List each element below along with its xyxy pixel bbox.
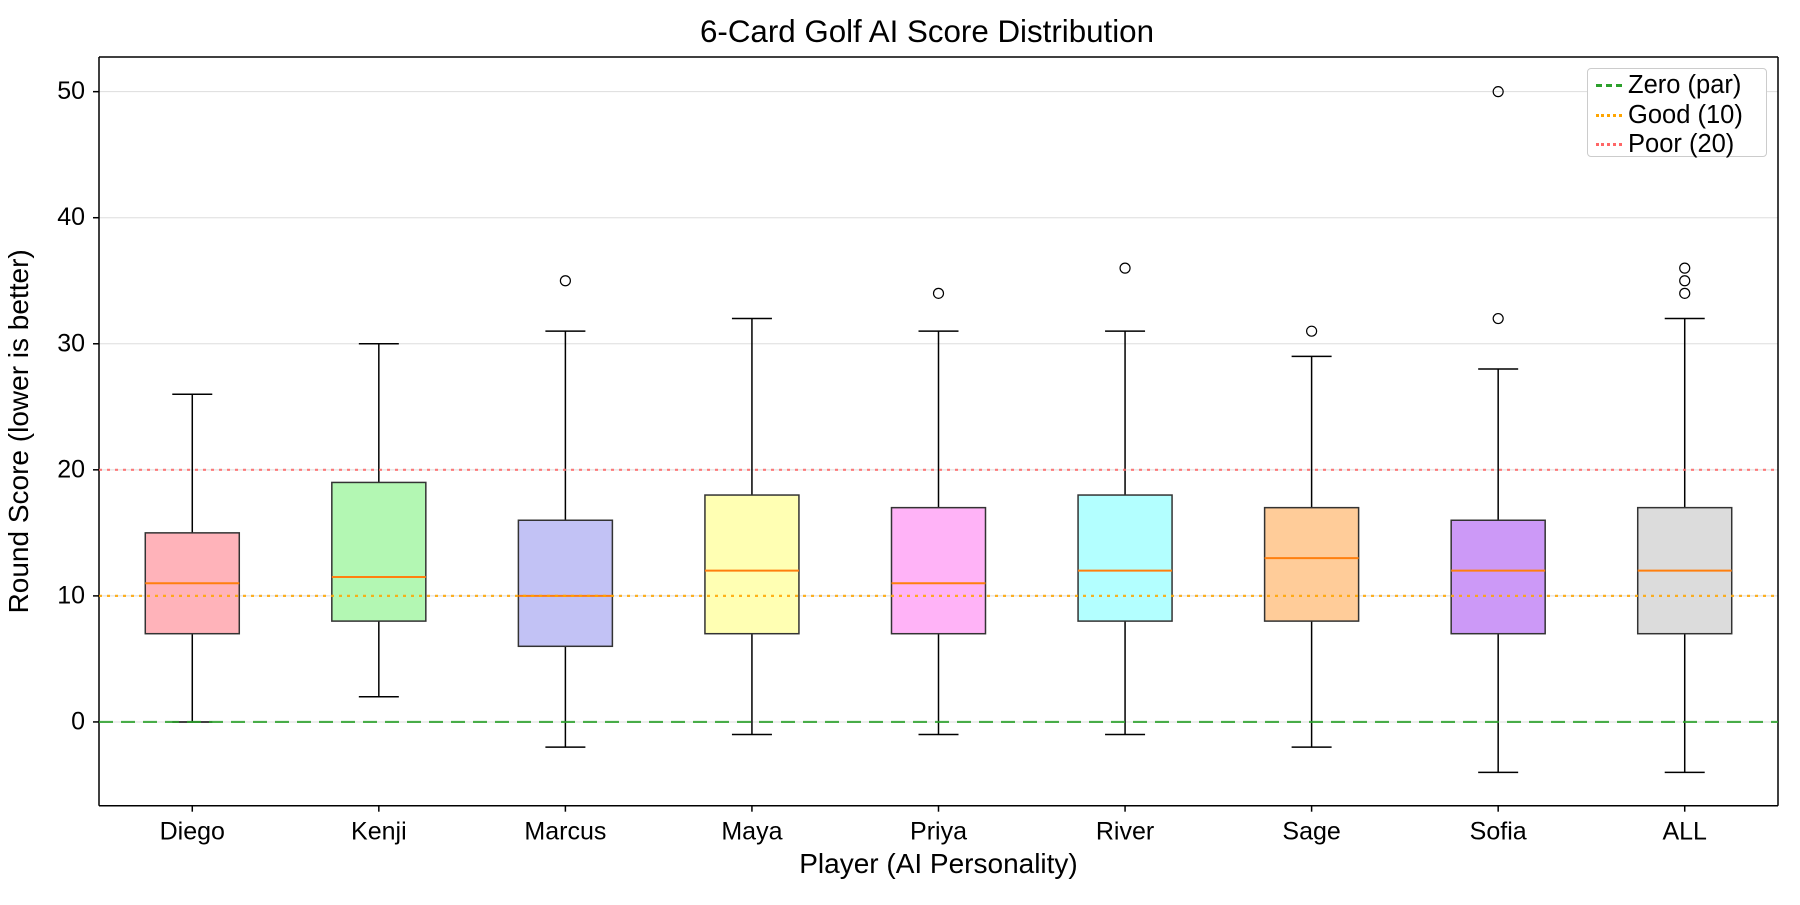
svg-text:40: 40 [57,203,85,231]
svg-text:Marcus: Marcus [524,818,606,846]
svg-text:Sage: Sage [1282,818,1340,846]
svg-text:ALL: ALL [1662,818,1707,846]
svg-text:Sofia: Sofia [1470,818,1527,846]
svg-text:6-Card Golf AI Score Distribut: 6-Card Golf AI Score Distribution [700,14,1154,49]
svg-text:Priya: Priya [910,818,967,846]
svg-text:Maya: Maya [721,818,782,846]
svg-text:Kenji: Kenji [351,818,407,846]
svg-text:30: 30 [57,329,85,357]
svg-text:50: 50 [57,77,85,105]
svg-text:Player (AI Personality): Player (AI Personality) [799,848,1078,879]
svg-text:0: 0 [71,707,85,735]
svg-text:Diego: Diego [160,818,225,846]
svg-text:River: River [1096,818,1154,846]
svg-text:20: 20 [57,455,85,483]
svg-text:10: 10 [57,581,85,609]
svg-text:Round Score (lower is better): Round Score (lower is better) [3,249,34,613]
